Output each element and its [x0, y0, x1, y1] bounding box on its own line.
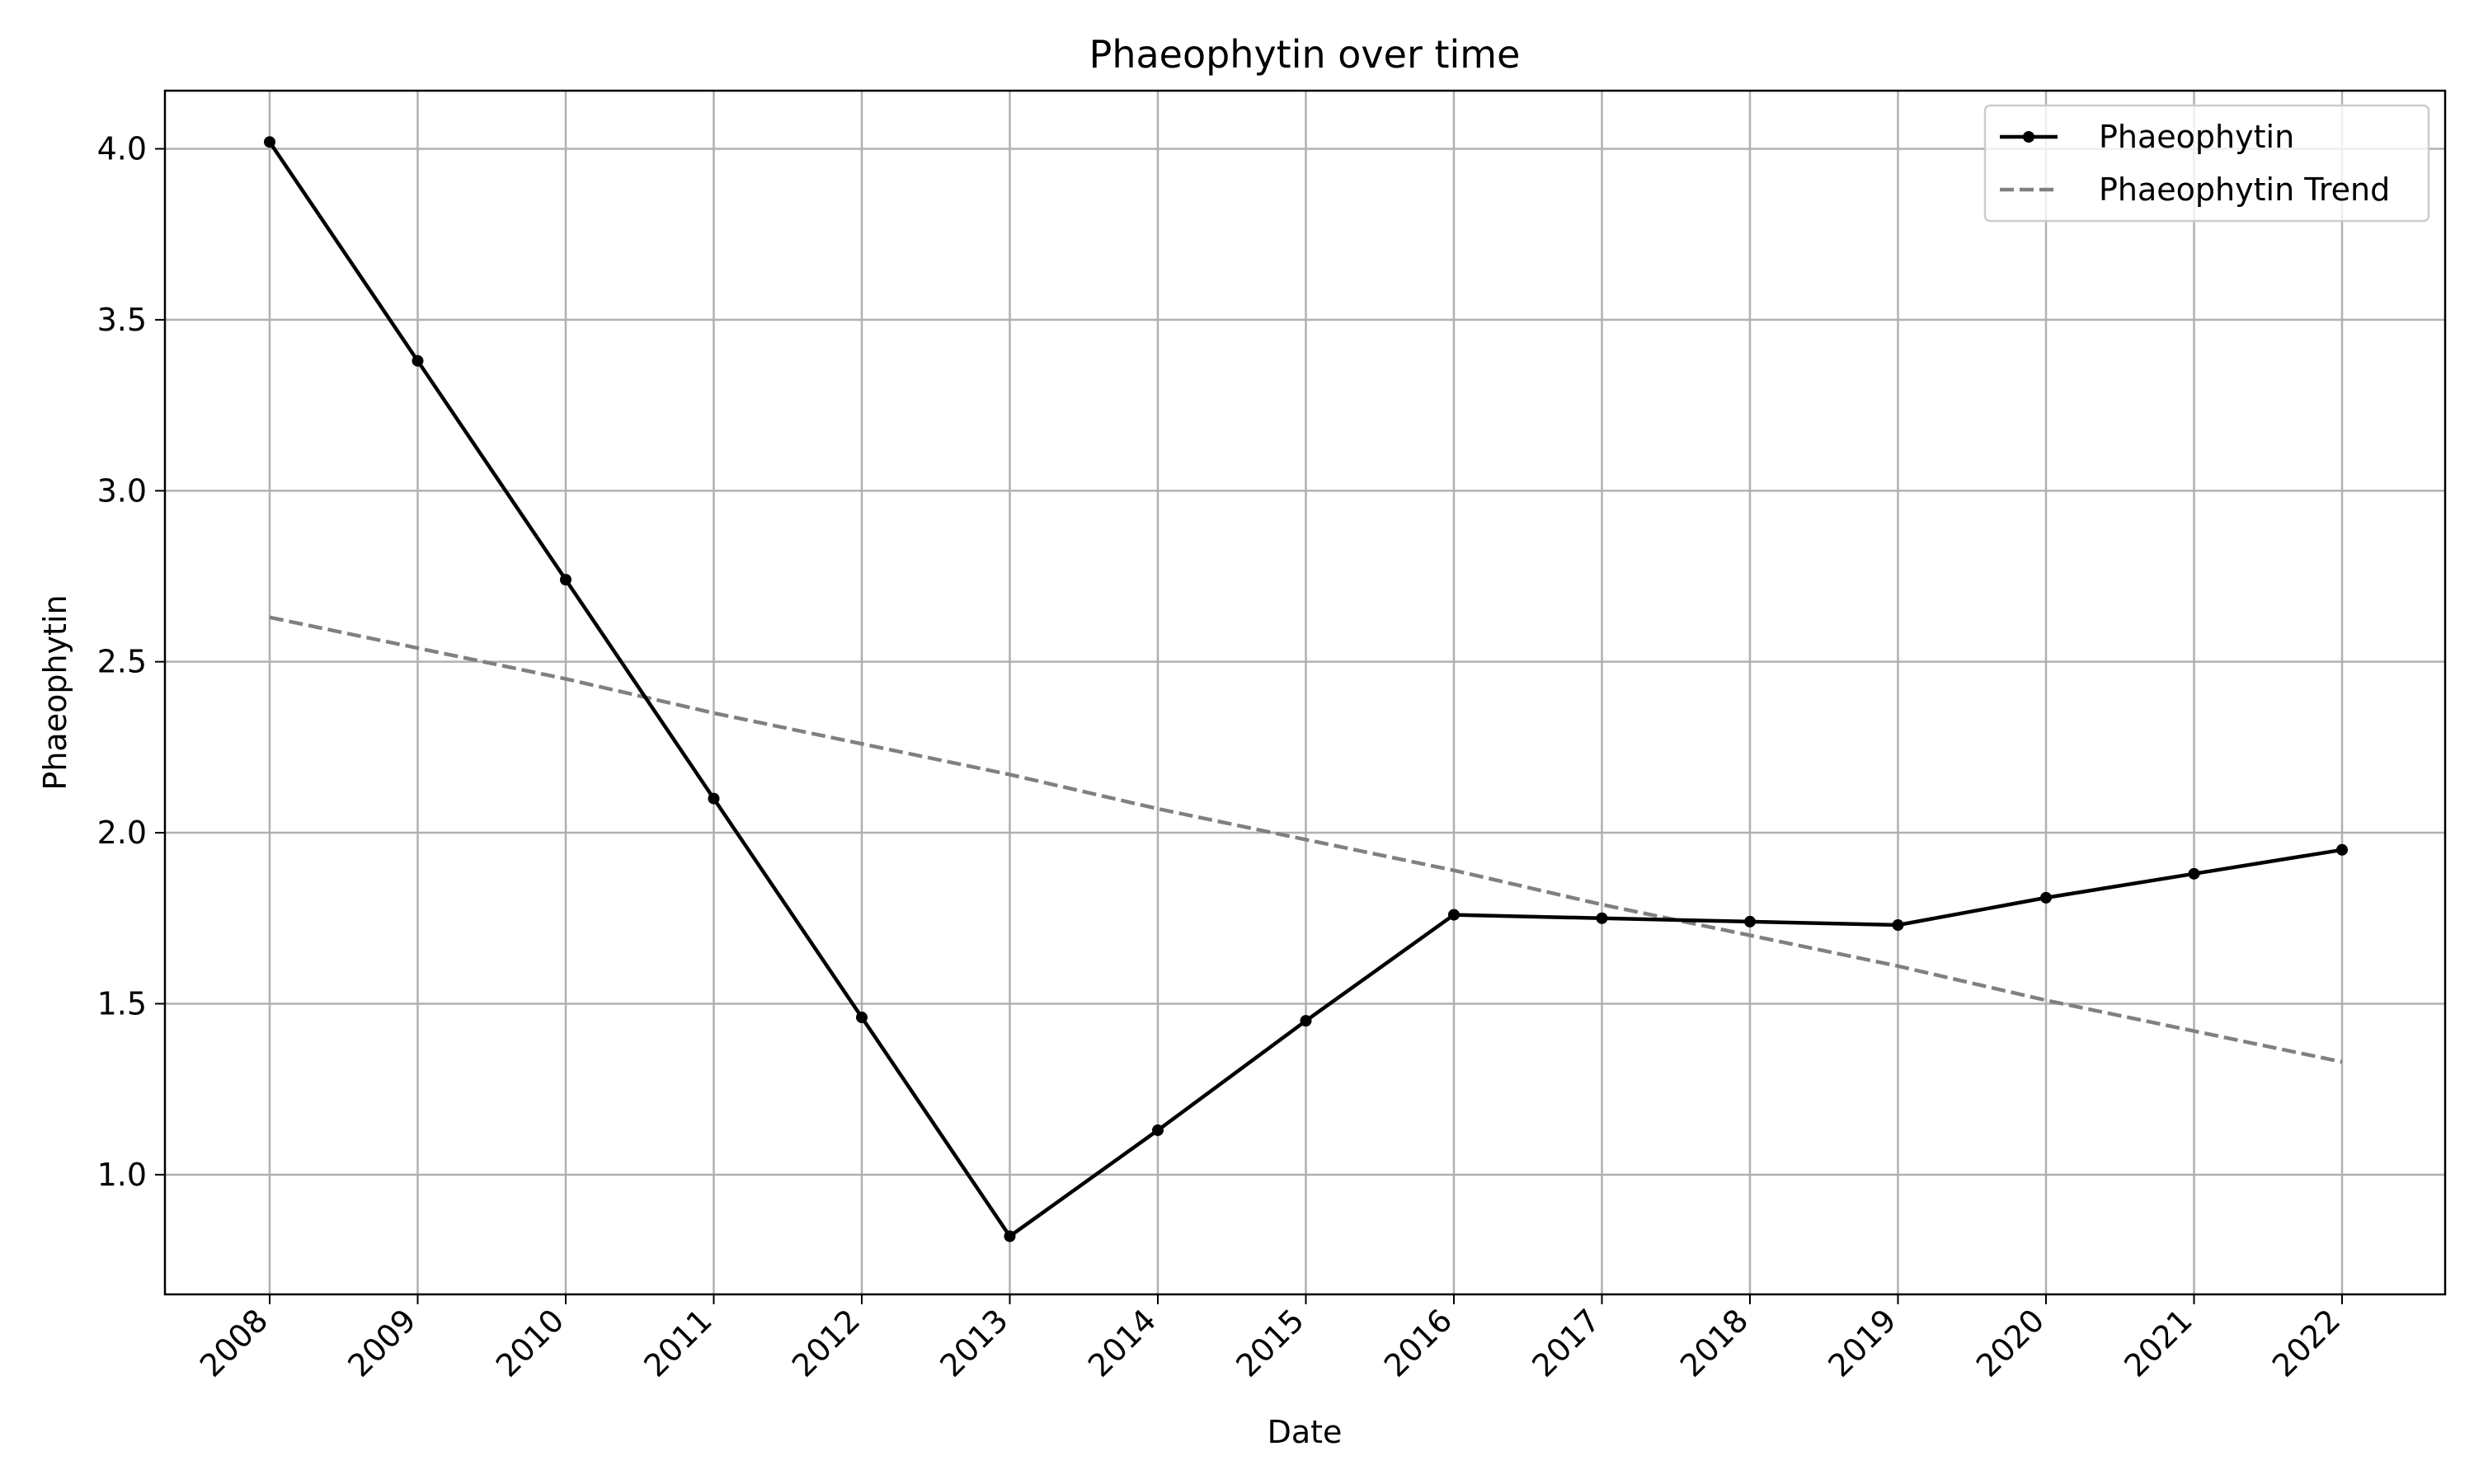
data-point — [412, 355, 424, 367]
y-tick-label: 2.0 — [97, 815, 147, 851]
legend: Phaeophytin Phaeophytin Trend — [1983, 104, 2430, 223]
y-tick-label: 2.5 — [97, 644, 147, 680]
data-point — [1004, 1230, 1016, 1242]
y-axis-ticks: 1.0 1.5 2.0 2.5 3.0 3.5 4.0 — [97, 131, 165, 1193]
x-axis-label: Date — [1268, 1414, 1343, 1450]
y-tick-label: 3.5 — [97, 302, 147, 338]
y-tick-label: 1.5 — [97, 985, 147, 1021]
series-layer — [264, 136, 2348, 1242]
legend-label-phaeophytin-trend: Phaeophytin Trend — [2099, 171, 2390, 208]
legend-marker-phaeophytin — [2023, 131, 2034, 143]
data-point — [1448, 909, 1460, 921]
data-point — [560, 574, 571, 586]
legend-box — [1983, 104, 2430, 223]
data-point — [1152, 1124, 1164, 1136]
y-tick-label: 1.0 — [97, 1157, 147, 1193]
data-point — [1300, 1015, 1312, 1027]
data-point — [264, 136, 275, 148]
data-point — [856, 1012, 868, 1024]
y-axis-label: Phaeophytin — [37, 594, 73, 790]
y-tick-label: 3.0 — [97, 472, 147, 509]
legend-label-phaeophytin: Phaeophytin — [2099, 119, 2294, 155]
data-point — [1892, 919, 1904, 932]
data-point — [1744, 915, 1756, 928]
data-point — [708, 792, 720, 805]
chart-title: Phaeophytin over time — [1089, 32, 1521, 77]
data-point — [2188, 867, 2200, 880]
series-line-phaeophytin-trend — [269, 615, 2343, 1064]
data-point — [1596, 912, 1608, 924]
y-tick-label: 4.0 — [97, 131, 147, 167]
data-point — [2040, 891, 2052, 904]
data-point — [2336, 843, 2348, 856]
